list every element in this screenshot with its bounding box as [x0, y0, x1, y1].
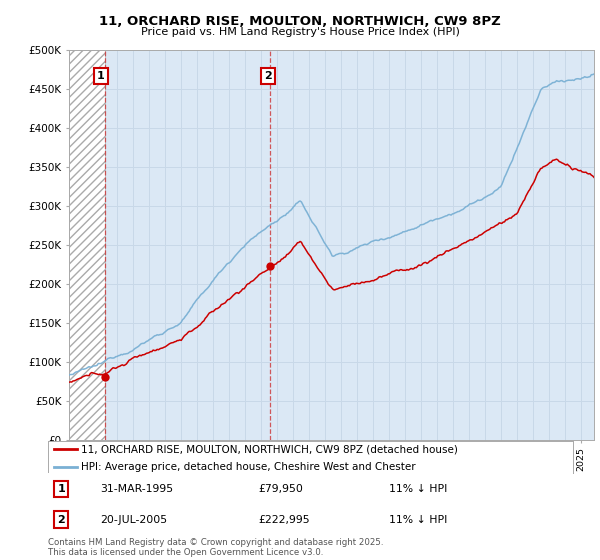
- Text: 20-JUL-2005: 20-JUL-2005: [101, 515, 167, 525]
- Text: 2: 2: [57, 515, 65, 525]
- Text: 1: 1: [97, 71, 105, 81]
- Text: Price paid vs. HM Land Registry's House Price Index (HPI): Price paid vs. HM Land Registry's House …: [140, 27, 460, 37]
- Text: 11% ↓ HPI: 11% ↓ HPI: [389, 484, 448, 494]
- Text: 11, ORCHARD RISE, MOULTON, NORTHWICH, CW9 8PZ: 11, ORCHARD RISE, MOULTON, NORTHWICH, CW…: [99, 15, 501, 28]
- Text: 11, ORCHARD RISE, MOULTON, NORTHWICH, CW9 8PZ (detached house): 11, ORCHARD RISE, MOULTON, NORTHWICH, CW…: [80, 445, 457, 455]
- Text: HPI: Average price, detached house, Cheshire West and Chester: HPI: Average price, detached house, Ches…: [80, 461, 415, 472]
- Text: Contains HM Land Registry data © Crown copyright and database right 2025.
This d: Contains HM Land Registry data © Crown c…: [48, 538, 383, 557]
- Bar: [69, 50, 105, 440]
- Text: £222,995: £222,995: [258, 515, 310, 525]
- Text: 31-MAR-1995: 31-MAR-1995: [101, 484, 173, 494]
- Text: 11% ↓ HPI: 11% ↓ HPI: [389, 515, 448, 525]
- Text: 2: 2: [264, 71, 272, 81]
- Text: 1: 1: [57, 484, 65, 494]
- Text: £79,950: £79,950: [258, 484, 303, 494]
